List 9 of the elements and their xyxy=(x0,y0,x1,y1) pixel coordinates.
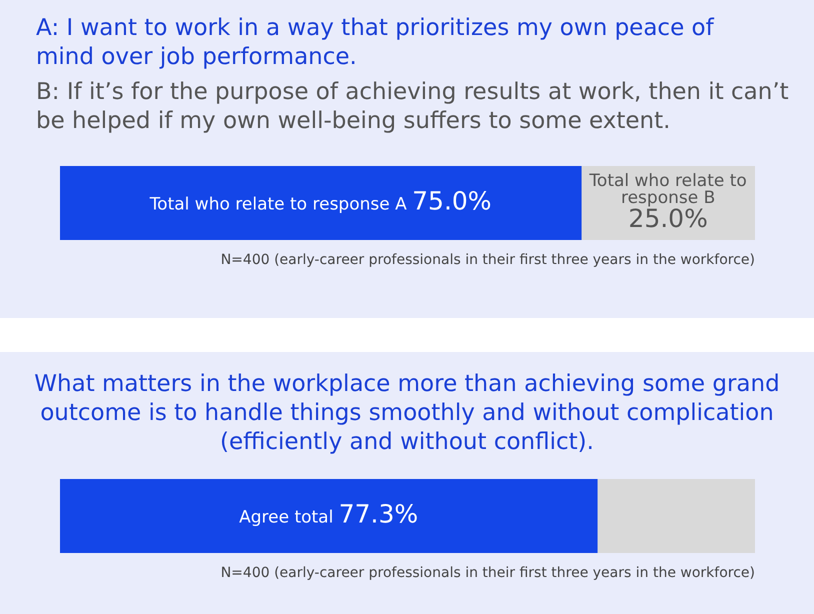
series-label: Total who relate to response A xyxy=(148,194,408,214)
text: N=400 (early-career professionals in their first three years in the workforce) xyxy=(220,252,756,268)
text: N=400 (early-career professionals in their first three years in the workforce) xyxy=(220,565,756,581)
chart-title: What matters in the workplace more than achieving some grand outcome is to handle things smoothly and without complication (efficiently and without conflict). xyxy=(33,370,781,457)
chart-title: A: I want to work in a way that prioritizes my own peace of mind over job performance. xyxy=(35,14,716,72)
series-label: Agree total xyxy=(239,507,334,528)
chart-subtitle: B: If it’s for the purpose of achieving results at work, then it can’t be helped if my own well-being suffers to some extent. xyxy=(35,78,790,136)
data-label: 75.0% xyxy=(412,186,492,216)
data-label: 77.3% xyxy=(338,500,418,528)
